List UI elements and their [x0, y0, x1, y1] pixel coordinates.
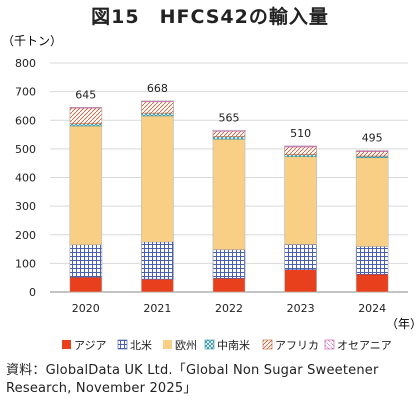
legend-swatch-north_america — [117, 339, 128, 350]
bar-segment-europe — [69, 125, 102, 245]
bar-segment-north_america — [212, 249, 246, 279]
bar-outline — [355, 150, 389, 293]
bar-outline — [284, 145, 317, 293]
bar-segment-europe — [284, 156, 317, 245]
bar-segment-central_south_america — [141, 112, 174, 117]
x-tick-label: 2023 — [287, 302, 315, 315]
bar-segment-asia — [356, 274, 389, 292]
bar-segment-central_south_america — [284, 154, 317, 157]
legend-label-europe: 欧州 — [175, 339, 197, 352]
bar-stack-2021 — [141, 100, 174, 293]
bar-segment-asia — [213, 278, 245, 292]
bar-segment-central_south_america — [212, 136, 246, 140]
legend-label-oceania: オセアニア — [337, 339, 392, 352]
bars: 645 668 565 510 495 — [69, 82, 389, 293]
legend-swatch-africa — [262, 339, 273, 350]
y-tick-label: 300 — [15, 200, 36, 213]
bar-total-label: 495 — [362, 131, 383, 144]
bar-segment-africa — [284, 146, 317, 155]
x-tick-label: 2022 — [215, 302, 243, 315]
bar-total-label: 645 — [75, 88, 96, 101]
legend-label-africa: アフリカ — [275, 339, 319, 352]
x-tick-label: 2020 — [72, 302, 100, 315]
y-tick-label: 100 — [15, 257, 36, 270]
bar-segment-asia — [69, 277, 102, 292]
bar-outline — [212, 129, 246, 293]
y-tick-label: 800 — [15, 57, 36, 70]
source-note: 資料：GlobalData UK Ltd.「Global Non Sugar S… — [6, 363, 379, 396]
y-tick-label: 200 — [15, 229, 36, 242]
legend-label-asia: アジア — [74, 339, 107, 352]
x-tick-label: 2024 — [358, 302, 386, 315]
bar-segment-europe — [356, 157, 389, 247]
bar-segment-africa — [355, 151, 389, 157]
bar-segment-north_america — [141, 241, 174, 280]
legend: アジア 北米 欧州 中南米 アフリカ オセアニア — [62, 339, 392, 352]
bar-segment-asia — [284, 269, 317, 292]
bar-segment-africa — [212, 130, 246, 137]
x-tick-label: 2021 — [143, 302, 171, 315]
chart-title: 図15 HFCS42の輸入量 — [91, 6, 329, 28]
legend-swatch-europe — [163, 340, 172, 349]
x-axis: 2020 2021 2022 2023 2024 — [72, 302, 386, 315]
bar-segment-asia — [141, 279, 174, 292]
legend-swatch-central_south_america — [204, 339, 215, 350]
bar-stack-2023 — [284, 145, 317, 293]
bar-stack-2022 — [212, 129, 246, 293]
bar-segment-europe — [141, 115, 174, 242]
legend-swatch-oceania — [324, 339, 335, 350]
y-axis: 0 100 200 300 400 500 600 700 800 — [15, 57, 36, 299]
y-tick-label: 0 — [29, 286, 36, 299]
y-tick-label: 500 — [15, 143, 36, 156]
y-tick-label: 600 — [15, 114, 36, 127]
bar-stack-2020 — [69, 107, 103, 293]
bar-segment-north_america — [69, 244, 103, 278]
bar-stack-2024 — [355, 150, 389, 293]
bar-segment-africa — [69, 107, 103, 124]
bar-segment-north_america — [355, 246, 389, 275]
legend-label-north_america: 北米 — [130, 339, 152, 352]
bar-outline — [141, 100, 174, 293]
bar-segment-north_america — [284, 244, 317, 270]
legend-label-central_south_america: 中南米 — [217, 339, 250, 352]
y-axis-unit-label: （千トン） — [2, 34, 62, 48]
bar-segment-central_south_america — [69, 123, 103, 127]
bar-segment-africa — [141, 101, 174, 114]
bar-outline — [69, 107, 103, 293]
x-axis-unit-label: （年） — [386, 317, 420, 331]
y-tick-label: 700 — [15, 86, 36, 99]
legend-swatch-asia — [62, 340, 71, 349]
y-tick-label: 400 — [15, 172, 36, 185]
bar-segment-europe — [213, 139, 245, 250]
bar-total-label: 510 — [290, 127, 311, 140]
bar-total-label: 565 — [219, 111, 240, 124]
bar-total-label: 668 — [147, 82, 168, 95]
